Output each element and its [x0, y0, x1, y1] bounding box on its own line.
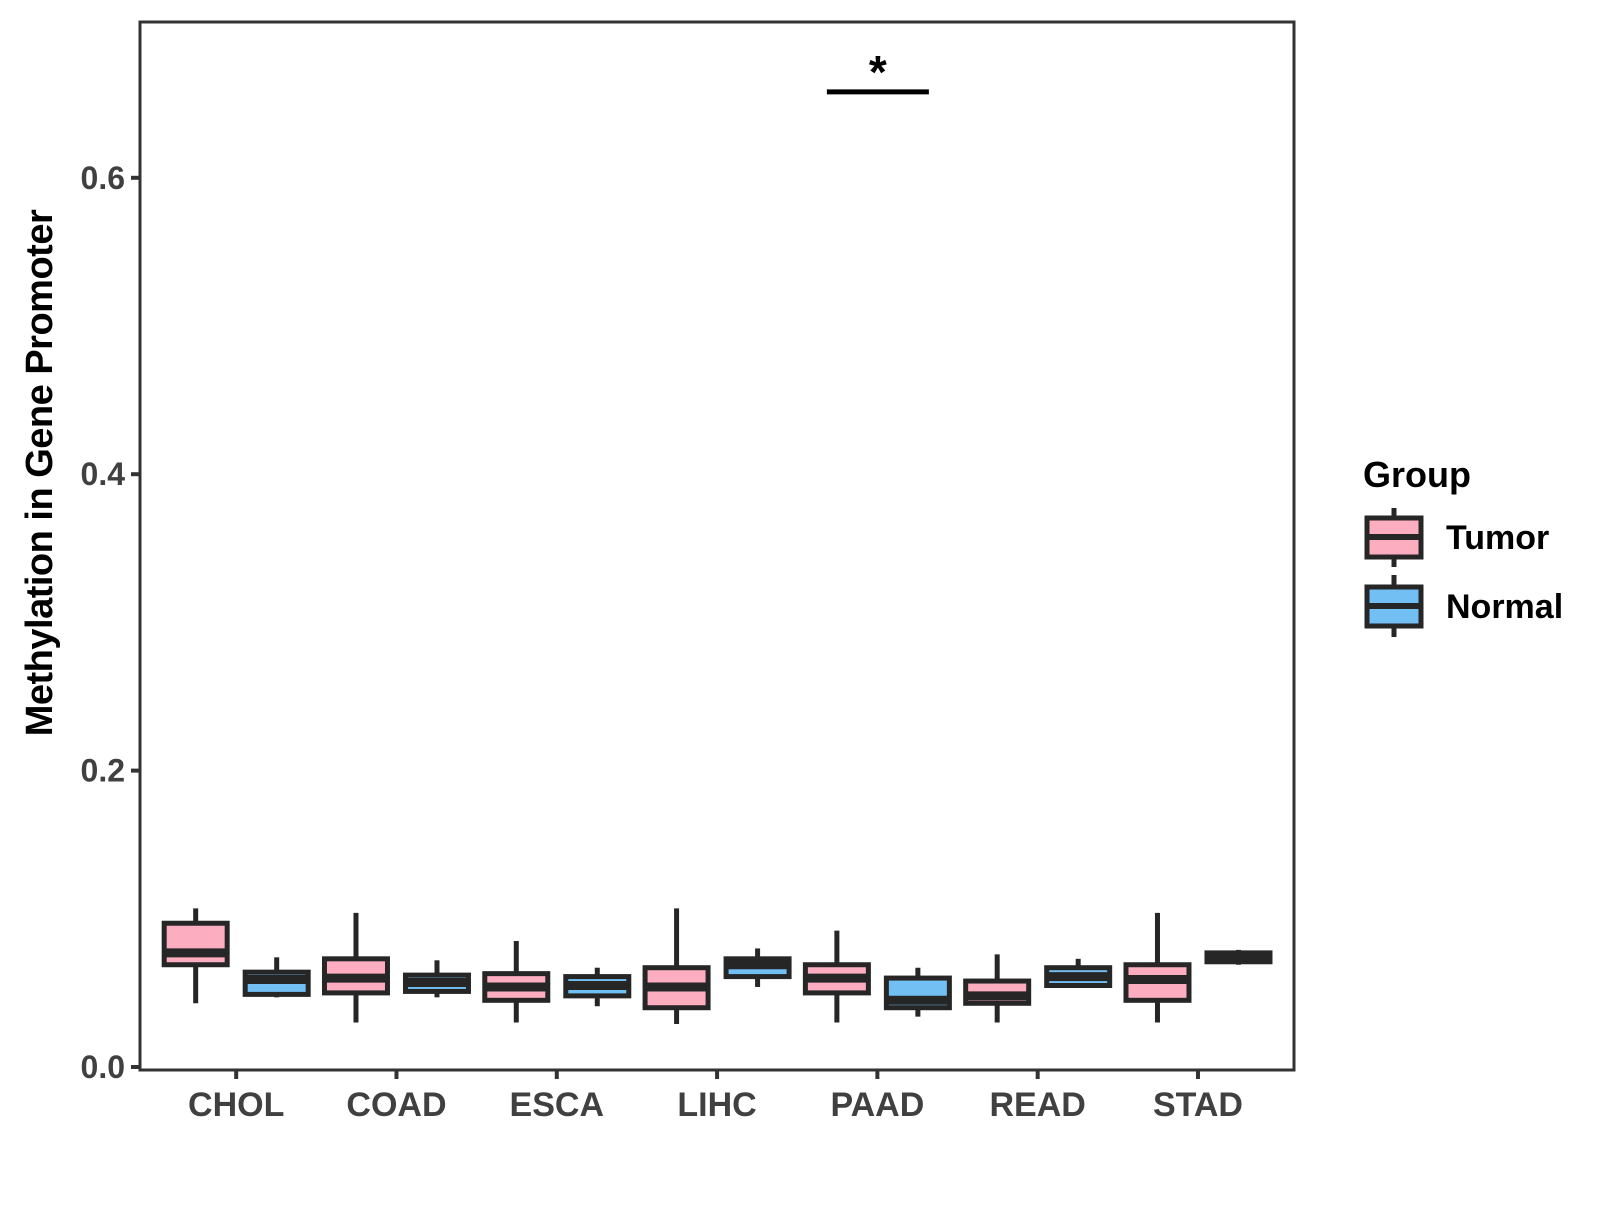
- x-tick-label: READ: [990, 1086, 1086, 1124]
- box-chol-tumor: [161, 908, 230, 1004]
- x-tick-label: CHOL: [188, 1086, 284, 1124]
- box-chol-normal: [242, 957, 311, 998]
- x-tick-label: PAAD: [830, 1086, 924, 1124]
- y-tick-label: 0.6: [81, 160, 125, 196]
- y-axis-title: Methylation in Gene Promoter: [19, 209, 61, 736]
- box-lihc-tumor: [642, 908, 711, 1025]
- legend-label-tumor: Tumor: [1446, 519, 1549, 557]
- box-coad-tumor: [321, 912, 390, 1023]
- box-stad-tumor: [1123, 912, 1192, 1023]
- legend-title: Group: [1363, 454, 1471, 495]
- box-read-tumor: [963, 954, 1032, 1023]
- legend-key-tumor-icon: [1364, 508, 1424, 567]
- axes-layer: 0.0 0.2 0.4 0.6 CHOL COAD ESCA LIHC PAAD READ STAD: [81, 160, 1243, 1124]
- legend: Group Tumor Normal: [1363, 454, 1563, 637]
- y-tick-label: 0.4: [81, 456, 126, 492]
- box-paad-tumor: [802, 930, 871, 1023]
- x-tick-label: COAD: [346, 1086, 446, 1124]
- box-paad-normal: [883, 967, 952, 1017]
- y-tick-label: 0.0: [81, 1049, 125, 1085]
- box-lihc-normal: [723, 948, 792, 987]
- x-tick-label: ESCA: [510, 1086, 604, 1124]
- x-tick-label: STAD: [1153, 1086, 1243, 1124]
- box-esca-tumor: [482, 941, 551, 1023]
- legend-key-normal-icon: [1364, 575, 1424, 637]
- box-coad-normal: [402, 960, 471, 998]
- plot-panel: [138, 20, 1296, 1072]
- significance-star: *: [869, 46, 887, 98]
- box-read-normal: [1044, 958, 1113, 988]
- annotation-layer: *: [826, 46, 929, 98]
- y-tick-label: 0.2: [81, 753, 125, 789]
- box-stad-normal: [1204, 949, 1273, 965]
- x-tick-label: LIHC: [677, 1086, 756, 1124]
- boxes-layer: [161, 908, 1273, 1025]
- legend-label-normal: Normal: [1446, 588, 1563, 626]
- iqr-box: [161, 920, 230, 968]
- box-esca-normal: [563, 967, 632, 1007]
